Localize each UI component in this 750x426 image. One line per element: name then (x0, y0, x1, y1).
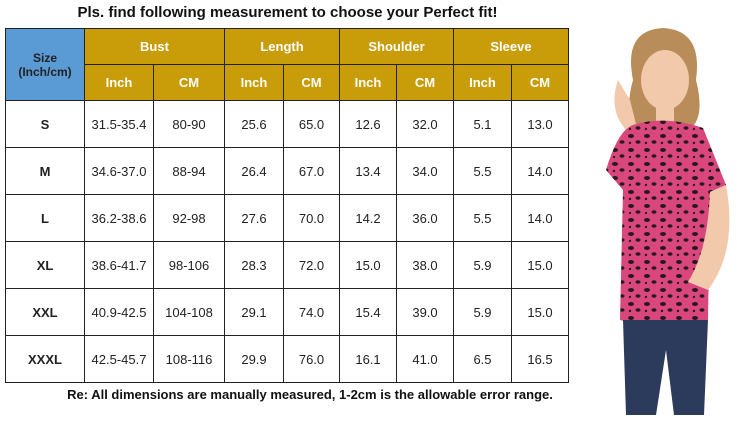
measurement: 34.0 (396, 147, 454, 195)
measurement: 15.0 (339, 241, 397, 289)
measurement: 67.0 (283, 147, 340, 195)
measurement: 76.0 (283, 335, 340, 383)
measurement: 32.0 (396, 100, 454, 148)
size-row: M 34.6-37.0 88-94 26.4 67.0 13.4 34.0 5.5 14.0 (5, 147, 569, 195)
unit-header: Inch (224, 64, 284, 101)
group-header: Sleeve (453, 28, 569, 65)
measurement: 36.2-38.6 (84, 194, 154, 242)
measurement: 98-106 (153, 241, 225, 289)
size-label: L (5, 194, 85, 242)
measurement: 88-94 (153, 147, 225, 195)
size-label: S (5, 100, 85, 148)
measurement: 27.6 (224, 194, 284, 242)
measurement: 40.9-42.5 (84, 288, 154, 336)
measurement: 42.5-45.7 (84, 335, 154, 383)
measurement: 25.6 (224, 100, 284, 148)
measurement: 28.3 (224, 241, 284, 289)
measurement: 5.1 (453, 100, 512, 148)
measurement: 29.9 (224, 335, 284, 383)
unit-header: CM (396, 64, 454, 101)
measurement: 6.5 (453, 335, 512, 383)
measurement: 38.0 (396, 241, 454, 289)
size-row: S 31.5-35.4 80-90 25.6 65.0 12.6 32.0 5.1 13.0 (5, 100, 569, 148)
size-header-line: Size (32, 50, 57, 65)
size-row: XXXL 42.5-45.7 108-116 29.9 76.0 16.1 41.0 6.5 1… (5, 335, 569, 383)
size-row: XL 38.6-41.7 98-106 28.3 72.0 15.0 38.0 5.9 15.0 (5, 241, 569, 289)
measurement: 108-116 (153, 335, 225, 383)
unit-row: Inch CM Inch CM Inch CM Inch CM (6, 64, 569, 101)
measurement: 26.4 (224, 147, 284, 195)
size-label: XL (5, 241, 85, 289)
size-label: XXL (5, 288, 85, 336)
group-header: Length (224, 28, 340, 65)
measurement: 39.0 (396, 288, 454, 336)
measurement: 72.0 (283, 241, 340, 289)
measurement: 70.0 (283, 194, 340, 242)
title: Pls. find following measurement to choos… (77, 4, 498, 21)
measurement: 5.9 (453, 241, 512, 289)
unit-header: Inch (453, 64, 512, 101)
group-header: Bust (84, 28, 225, 65)
measurement: 74.0 (283, 288, 340, 336)
measurement: 31.5-35.4 (84, 100, 154, 148)
note: Re: All dimensions are manually measured… (67, 387, 553, 402)
measurement: 13.0 (511, 100, 569, 148)
measurement: 15.0 (511, 241, 569, 289)
right-arm (688, 185, 730, 290)
measurement: 104-108 (153, 288, 225, 336)
measurement: 15.4 (339, 288, 397, 336)
size-row: L 36.2-38.6 92-98 27.6 70.0 14.2 36.0 5.5 14.0 (5, 194, 569, 242)
face (641, 50, 689, 110)
measurement: 14.0 (511, 194, 569, 242)
size-row: XXL 40.9-42.5 104-108 29.1 74.0 15.4 39.0 5.9 15… (5, 288, 569, 336)
measurement: 16.1 (339, 335, 397, 383)
unit-header: CM (511, 64, 569, 101)
measurement: 41.0 (396, 335, 454, 383)
header-row: Size (Inch/cm) Bust Length Shoulder Sleeve (5, 28, 569, 101)
measurement: 34.6-37.0 (84, 147, 154, 195)
size-label: XXXL (5, 335, 85, 383)
measurement: 65.0 (283, 100, 340, 148)
measurement: 5.5 (453, 147, 512, 195)
measurement: 92-98 (153, 194, 225, 242)
measurement: 29.1 (224, 288, 284, 336)
measurement: 14.2 (339, 194, 397, 242)
unit-header: Inch (84, 64, 154, 101)
group-header: Shoulder (339, 28, 454, 65)
measurement: 38.6-41.7 (84, 241, 154, 289)
measurement: 5.5 (453, 194, 512, 242)
measurement: 12.6 (339, 100, 397, 148)
model-photo (606, 28, 730, 415)
unit-header: CM (283, 64, 340, 101)
jeans (623, 320, 708, 415)
arm (614, 80, 638, 132)
measurement: 13.4 (339, 147, 397, 195)
size-header: Size (Inch/cm) (5, 28, 85, 101)
measurement: 14.0 (511, 147, 569, 195)
size-label: M (5, 147, 85, 195)
size-header-line: (Inch/cm) (18, 64, 72, 79)
measurement: 80-90 (153, 100, 225, 148)
measurement: 5.9 (453, 288, 512, 336)
measurement: 36.0 (396, 194, 454, 242)
measurement: 15.0 (511, 288, 569, 336)
measurement: 16.5 (511, 335, 569, 383)
unit-header: CM (153, 64, 225, 101)
size-table: Size (Inch/cm) Bust Length Shoulder Sleeve Inc… (5, 28, 569, 383)
unit-header: Inch (339, 64, 397, 101)
